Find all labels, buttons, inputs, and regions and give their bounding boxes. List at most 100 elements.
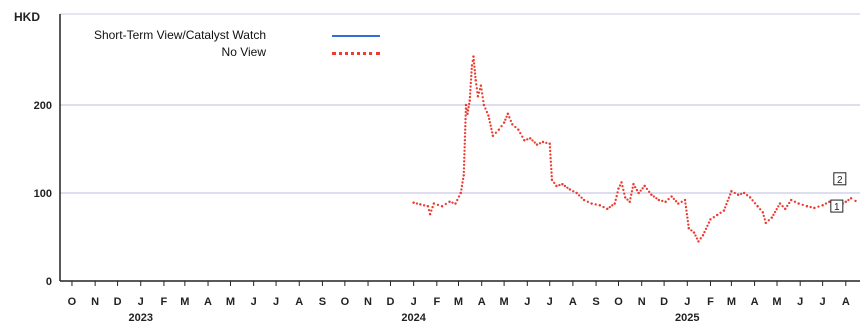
x-tick-label-9: J [273,296,279,308]
legend-swatch-short-term-view [332,35,380,37]
no-view-dot [652,195,656,198]
no-view-dot [781,205,784,208]
no-view-dot [431,205,434,209]
no-view-dot [474,75,477,79]
no-view-point-22 [502,121,506,124]
no-view-point-75 [821,204,824,207]
no-view-dot [485,110,489,114]
no-view-dot [695,237,699,240]
no-view-point-42 [620,181,623,184]
no-view-point-63 [742,191,746,195]
x-tick-label-25: N [638,296,646,308]
no-view-dot [630,193,633,196]
no-view-dot [444,202,447,206]
x-tick-label-19: M [500,296,509,308]
no-view-point-70 [784,207,787,211]
no-view-dot [824,202,828,205]
y-tick-label-200: 200 [34,100,52,112]
no-view-dot [514,125,517,129]
no-view-point-73 [805,205,809,208]
no-view-dot [686,220,689,223]
no-view-point-56 [697,240,700,243]
no-view-point-68 [770,216,773,219]
no-view-dot [707,221,711,224]
x-tick-label-26: D [660,296,668,308]
no-view-dot [500,124,503,128]
series-layer [412,55,857,243]
no-view-dot [763,218,766,221]
no-view-point-23 [506,112,510,116]
no-view-dot [462,167,466,170]
no-view-dot [626,198,629,201]
no-view-dot [533,141,536,144]
no-view-dot [685,209,688,212]
no-view-dot [580,196,583,199]
no-view-dot [490,127,493,131]
no-view-dot [775,208,778,211]
no-view-dot [733,191,736,195]
no-view-dot [614,198,617,201]
no-view-dot [436,203,440,207]
no-view-point-36 [582,198,586,202]
no-view-point-2 [426,205,430,208]
no-view-point-21 [497,128,501,131]
no-view-dot [463,153,466,156]
no-view-dot [462,170,465,174]
no-view-dot [773,210,777,214]
no-view-point-53 [683,198,687,202]
no-view-point-13 [470,64,474,67]
no-view-dot [726,199,729,203]
no-view-dot [469,85,472,88]
no-view-dot [690,229,693,232]
no-view-point-8 [459,191,462,195]
legend-label-no-view: No View [221,45,266,59]
no-view-dot [549,160,552,163]
no-view-dot [729,193,732,196]
no-view-dot [553,181,556,185]
no-view-dot [464,110,467,114]
no-view-dot [712,216,715,219]
no-view-dot [629,197,632,200]
no-view-dot [509,119,512,122]
no-view-dot [460,188,463,191]
no-view-dot [684,205,688,209]
x-tick-label-24: O [614,296,623,308]
no-view-dot [473,72,477,75]
no-view-dot [751,199,754,202]
no-view-point-79 [849,197,853,200]
no-view-dot [468,102,471,106]
no-view-dot [508,116,511,119]
no-view-dot [422,204,426,207]
no-view-dot [634,185,637,189]
no-view-dot [686,216,689,219]
no-view-point-43 [624,196,627,199]
no-view-point-19 [487,114,490,117]
x-tick-label-13: N [364,296,372,308]
x-tick-label-30: A [751,296,759,308]
no-view-dot [521,135,524,138]
no-view-dot [801,203,804,207]
no-view-dot [494,131,498,134]
no-view-dot [745,194,749,197]
no-view-dot [463,135,467,138]
no-view-dot [460,184,464,188]
x-tick-label-15: J [411,296,417,308]
no-view-dot [464,121,467,124]
no-view-dot [622,188,625,192]
x-tick-label-7: M [226,296,235,308]
no-view-dot [635,188,639,192]
no-view-point-31 [550,178,554,181]
no-view-dot [473,65,476,68]
no-view-dot [475,83,478,86]
no-view-point-48 [650,193,653,196]
no-view-dot [725,203,728,206]
no-view-point-27 [529,137,532,140]
no-view-dot [739,192,743,196]
no-view-dot [531,139,534,142]
x-tick-label-6: A [204,296,212,308]
no-view-dot [549,157,552,160]
no-view-dot [430,209,433,212]
no-view-point-18 [482,103,486,107]
no-view-dot [489,124,492,127]
legend-label-short-term-view: Short-Term View/Catalyst Watch [93,28,266,42]
